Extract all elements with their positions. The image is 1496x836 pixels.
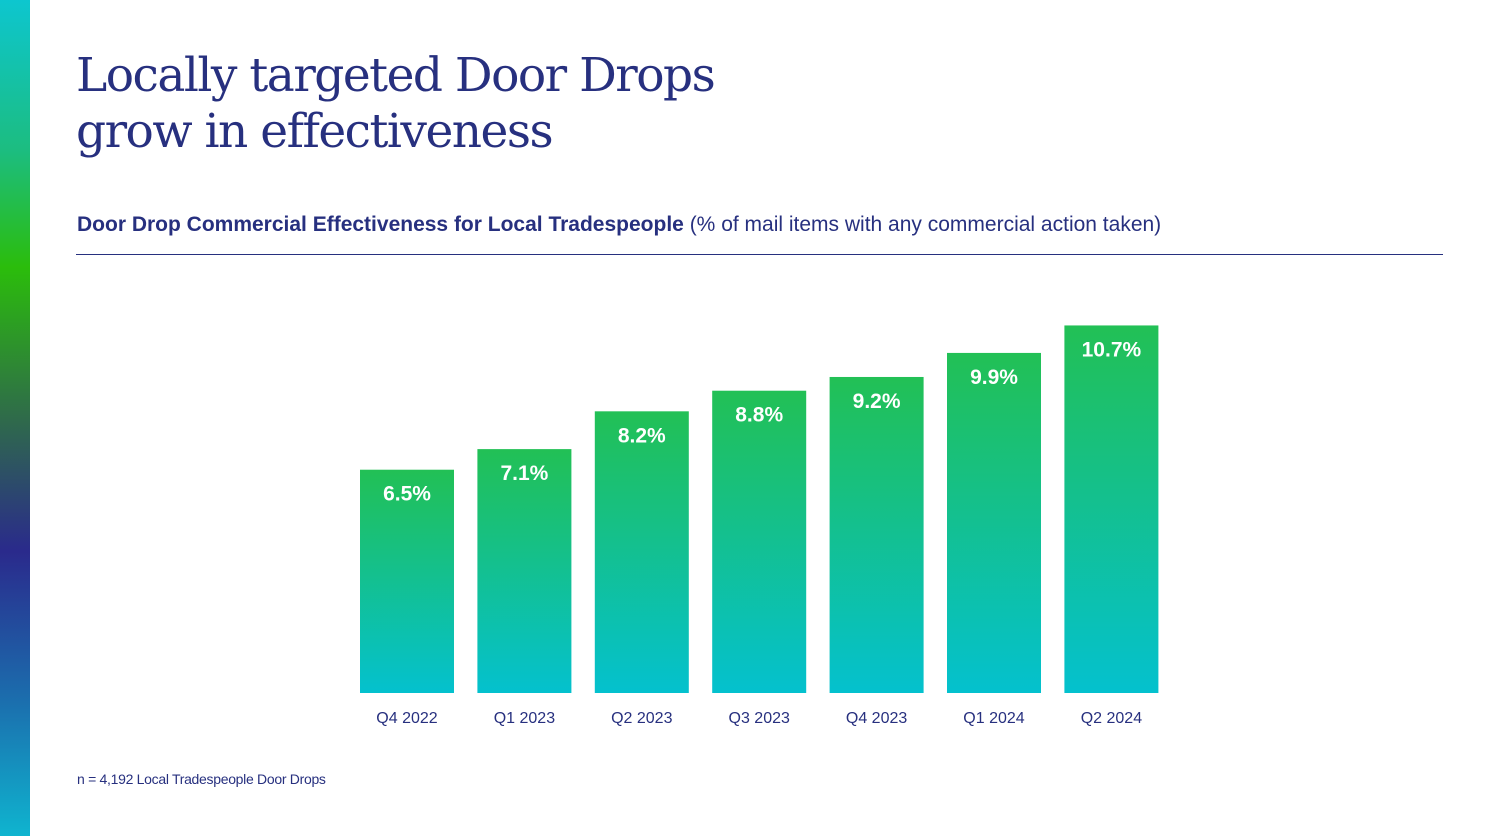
bar-q2-2023: [594, 411, 689, 693]
bar-value-label: 7.1%: [500, 462, 548, 485]
bar-value-label: 10.7%: [1082, 338, 1142, 361]
x-tick-label: Q4 2023: [846, 710, 907, 727]
x-tick-label: Q4 2022: [376, 710, 437, 727]
bar-q1-2024: [947, 352, 1041, 693]
x-tick-label: Q2 2024: [1081, 710, 1142, 727]
bar-q4-2022: [360, 469, 454, 693]
bar-q4-2023: [829, 376, 924, 693]
page-title: Locally targeted Door Drops grow in effe…: [76, 48, 716, 160]
x-tick-label: Q1 2024: [963, 710, 1024, 727]
chart-subtitle-normal: (% of mail items with any commercial act…: [689, 213, 1162, 236]
divider-line: [76, 254, 1443, 255]
x-tick-label: Q1 2023: [494, 710, 555, 727]
bar-value-label: 8.8%: [735, 404, 783, 427]
x-tick-label: Q3 2023: [729, 710, 790, 727]
chart-subtitle: Door Drop Commercial Effectiveness for L…: [77, 213, 1161, 237]
chart-subtitle-bold: Door Drop Commercial Effectiveness for L…: [77, 213, 684, 236]
bar-q3-2023: [712, 390, 807, 693]
bar-q2-2024: [1064, 325, 1159, 693]
bar-value-label: 6.5%: [383, 483, 431, 506]
title-line-1: Locally targeted Door Drops: [76, 48, 716, 103]
accent-stripe: [0, 0, 30, 836]
bar-value-label: 9.9%: [970, 366, 1018, 389]
bar-q1-2023: [477, 449, 572, 693]
title-line-2: grow in effectiveness: [76, 104, 554, 159]
x-tick-label: Q2 2023: [611, 710, 672, 727]
bar-value-label: 8.2%: [618, 424, 666, 447]
bar-value-label: 9.2%: [853, 390, 901, 413]
sample-size-footnote: n = 4,192 Local Tradespeople Door Drops: [77, 771, 326, 787]
